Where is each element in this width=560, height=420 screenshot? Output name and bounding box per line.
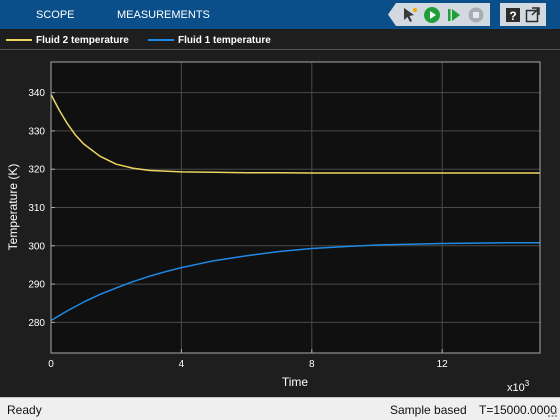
ticks: 0 4 8 12 280 290 300 310 320 330 340: [28, 88, 448, 370]
step-forward-icon[interactable]: [445, 6, 463, 24]
x-tick-label: 0: [48, 359, 54, 370]
scope-plot[interactable]: 0 4 8 12 280 290 300 310 320 330 340 Time Temperat…: [0, 50, 560, 397]
y-tick-label: 340: [28, 88, 45, 99]
help-controls: ?: [500, 3, 546, 26]
series-line-fluid-2[interactable]: [50, 94, 540, 174]
highlight-signal-icon[interactable]: [401, 6, 419, 24]
tab-measurements[interactable]: MEASUREMENTS: [117, 9, 210, 21]
tab-scope[interactable]: SCOPE: [36, 9, 75, 21]
simulation-controls: [388, 3, 490, 26]
run-icon[interactable]: [423, 6, 441, 24]
y-tick-label: 290: [28, 280, 45, 291]
help-icon[interactable]: ?: [505, 6, 521, 24]
x-tick-label: 8: [309, 359, 315, 370]
undock-icon[interactable]: [525, 6, 541, 24]
legend-swatch-fluid-2: [6, 39, 32, 41]
x-axis-label: Time: [282, 375, 309, 389]
legend-swatch-fluid-1: [148, 39, 174, 41]
grid: [51, 62, 540, 353]
y-tick-label: 310: [28, 203, 45, 214]
toolstrip: SCOPE MEASUREMENTS ?: [0, 0, 560, 29]
legend: Fluid 2 temperature Fluid 1 temperature: [0, 29, 560, 50]
x-exponent-base: x10: [507, 382, 525, 394]
resize-grip-icon[interactable]: [548, 408, 558, 418]
series-layer: [50, 94, 540, 322]
y-tick-label: 300: [28, 241, 45, 252]
y-tick-label: 330: [28, 126, 45, 137]
y-tick-label: 280: [28, 318, 45, 329]
legend-label-fluid-2: Fluid 2 temperature: [36, 34, 129, 46]
legend-item-fluid-1[interactable]: Fluid 1 temperature: [148, 33, 271, 47]
status-sample-mode: Sample based: [390, 403, 467, 417]
status-ready: Ready: [7, 403, 42, 417]
y-axis-label: Temperature (K): [6, 164, 20, 251]
status-sim-time: T=15000.0000: [479, 403, 557, 417]
svg-text:?: ?: [509, 9, 516, 23]
toolstrip-actions: ?: [378, 3, 546, 26]
x-tick-label: 12: [437, 359, 449, 370]
y-tick-label: 320: [28, 165, 45, 176]
legend-label-fluid-1: Fluid 1 temperature: [178, 34, 271, 46]
x-exponent-label: x103: [507, 379, 530, 394]
series-line-fluid-1[interactable]: [50, 241, 540, 322]
x-tick-label: 4: [179, 359, 185, 370]
status-bar: Ready Sample based T=15000.0000: [0, 397, 560, 420]
x-exponent-power: 3: [525, 379, 530, 388]
legend-item-fluid-2[interactable]: Fluid 2 temperature: [6, 33, 129, 47]
stop-icon[interactable]: [467, 6, 485, 24]
